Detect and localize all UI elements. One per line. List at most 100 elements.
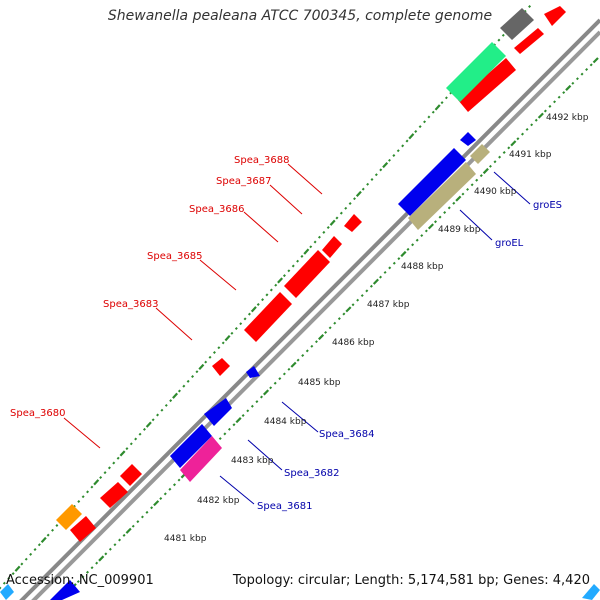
tick-mark <box>93 479 100 486</box>
tick-mark <box>177 389 181 393</box>
tick-mark <box>265 293 269 297</box>
tick-mark <box>136 520 140 524</box>
gene-label-spea-3686[interactable]: Spea_3686 <box>189 204 244 215</box>
tick-mark <box>369 284 373 288</box>
gene-feature[interactable] <box>120 464 142 486</box>
kbp-label-group: 4481 kbp 4482 kbp 4483 kbp 4484 kbp 4485… <box>164 113 589 544</box>
gene-feature[interactable] <box>470 144 490 164</box>
tick-mark <box>455 195 462 202</box>
gene-feature[interactable] <box>408 162 476 230</box>
backbone-line-1 <box>19 18 600 600</box>
gene-label-spea-3688[interactable]: Spea_3688 <box>234 155 289 166</box>
leader-line <box>459 209 493 241</box>
gene-feature[interactable] <box>284 250 330 298</box>
gene-feature[interactable] <box>582 584 600 600</box>
gene-feature[interactable] <box>500 8 534 40</box>
gene-label-spea-3687[interactable]: Spea_3687 <box>216 176 271 187</box>
gene-feature[interactable] <box>50 580 80 600</box>
tick-mark <box>118 538 122 542</box>
gene-label-groel[interactable]: groEL <box>495 238 524 249</box>
tick-mark <box>282 372 286 376</box>
tick-mark <box>274 283 278 287</box>
tick-mark <box>388 158 391 162</box>
gene-feature[interactable] <box>0 584 14 600</box>
gene-label-spea-3685[interactable]: Spea_3685 <box>147 251 202 262</box>
tick-mark <box>589 63 593 67</box>
tick-mark <box>345 306 352 313</box>
tick-mark <box>475 178 479 182</box>
gene-feature[interactable] <box>70 516 96 542</box>
tick-mark <box>191 375 195 379</box>
tick-mark <box>37 543 41 547</box>
tick-mark <box>20 562 24 566</box>
gene-feature[interactable] <box>244 292 292 342</box>
tick-mark <box>310 344 314 348</box>
gene-feature[interactable] <box>100 482 128 508</box>
kbp-label: 4486 kbp <box>332 338 375 348</box>
tick-mark <box>356 298 360 302</box>
gene-feature[interactable] <box>170 424 212 468</box>
tick-mark <box>218 437 222 441</box>
tick-mark <box>447 206 451 210</box>
tick-mark <box>498 155 502 159</box>
gene-feature[interactable] <box>398 148 466 216</box>
gene-label-groes[interactable]: groES <box>533 200 562 211</box>
tick-mark <box>530 123 534 127</box>
gene-feature[interactable] <box>180 436 222 482</box>
tick-mark <box>86 490 90 494</box>
gene-feature[interactable] <box>458 58 516 112</box>
tick-mark <box>177 478 181 482</box>
tick-mark <box>269 288 273 292</box>
tick-mark <box>528 5 532 8</box>
tick-mark <box>182 384 186 388</box>
gene-feature[interactable] <box>544 6 566 26</box>
tick-mark <box>108 547 112 551</box>
kbp-label: 4483 kbp <box>231 456 274 466</box>
gene-label-spea-3681[interactable]: Spea_3681 <box>257 501 312 512</box>
gene-feature[interactable] <box>460 132 476 146</box>
tick-mark <box>305 349 309 353</box>
tick-mark <box>172 392 179 399</box>
tick-mark <box>217 346 221 350</box>
tick-mark <box>76 580 80 584</box>
tick-mark <box>372 278 379 285</box>
tick-mark <box>324 330 328 334</box>
gene-feature[interactable] <box>204 398 232 426</box>
tick-mark <box>198 363 205 371</box>
tick-mark <box>329 219 336 226</box>
gene-feature[interactable] <box>246 366 260 378</box>
tick-mark <box>212 351 216 354</box>
kbp-label: 4492 kbp <box>546 113 589 123</box>
gene-label-spea-3680[interactable]: Spea_3680 <box>10 408 65 419</box>
gene-feature[interactable] <box>212 358 230 376</box>
tick-mark <box>172 483 177 487</box>
gene-feature[interactable] <box>322 236 342 258</box>
tick-mark <box>116 456 120 460</box>
gene-feature[interactable] <box>514 28 544 54</box>
gene-label-spea-3682[interactable]: Spea_3682 <box>284 468 339 479</box>
tick-mark <box>553 100 557 104</box>
tick-mark <box>235 417 242 424</box>
tick-mark <box>571 81 575 85</box>
tick-mark <box>2 581 6 585</box>
tick-mark <box>250 306 257 313</box>
tick-mark <box>497 38 501 42</box>
tick-mark <box>423 120 427 124</box>
leader-line <box>199 259 237 291</box>
gene-feature[interactable] <box>56 504 82 530</box>
tick-mark <box>510 140 517 147</box>
tick-mark <box>98 555 105 562</box>
gene-feature[interactable] <box>344 214 362 232</box>
tick-mark <box>580 72 584 76</box>
tick-mark <box>269 386 273 390</box>
gene-label-spea-3683[interactable]: Spea_3683 <box>103 299 158 310</box>
tick-mark <box>482 167 489 175</box>
gene-feature[interactable] <box>446 42 506 102</box>
tick-mark <box>361 187 365 191</box>
tick-mark <box>565 84 572 91</box>
tick-mark <box>575 77 579 81</box>
tick-mark <box>400 250 407 258</box>
tick-mark <box>420 234 424 238</box>
leader-line <box>269 184 303 215</box>
gene-label-spea-3684[interactable]: Spea_3684 <box>319 429 374 440</box>
